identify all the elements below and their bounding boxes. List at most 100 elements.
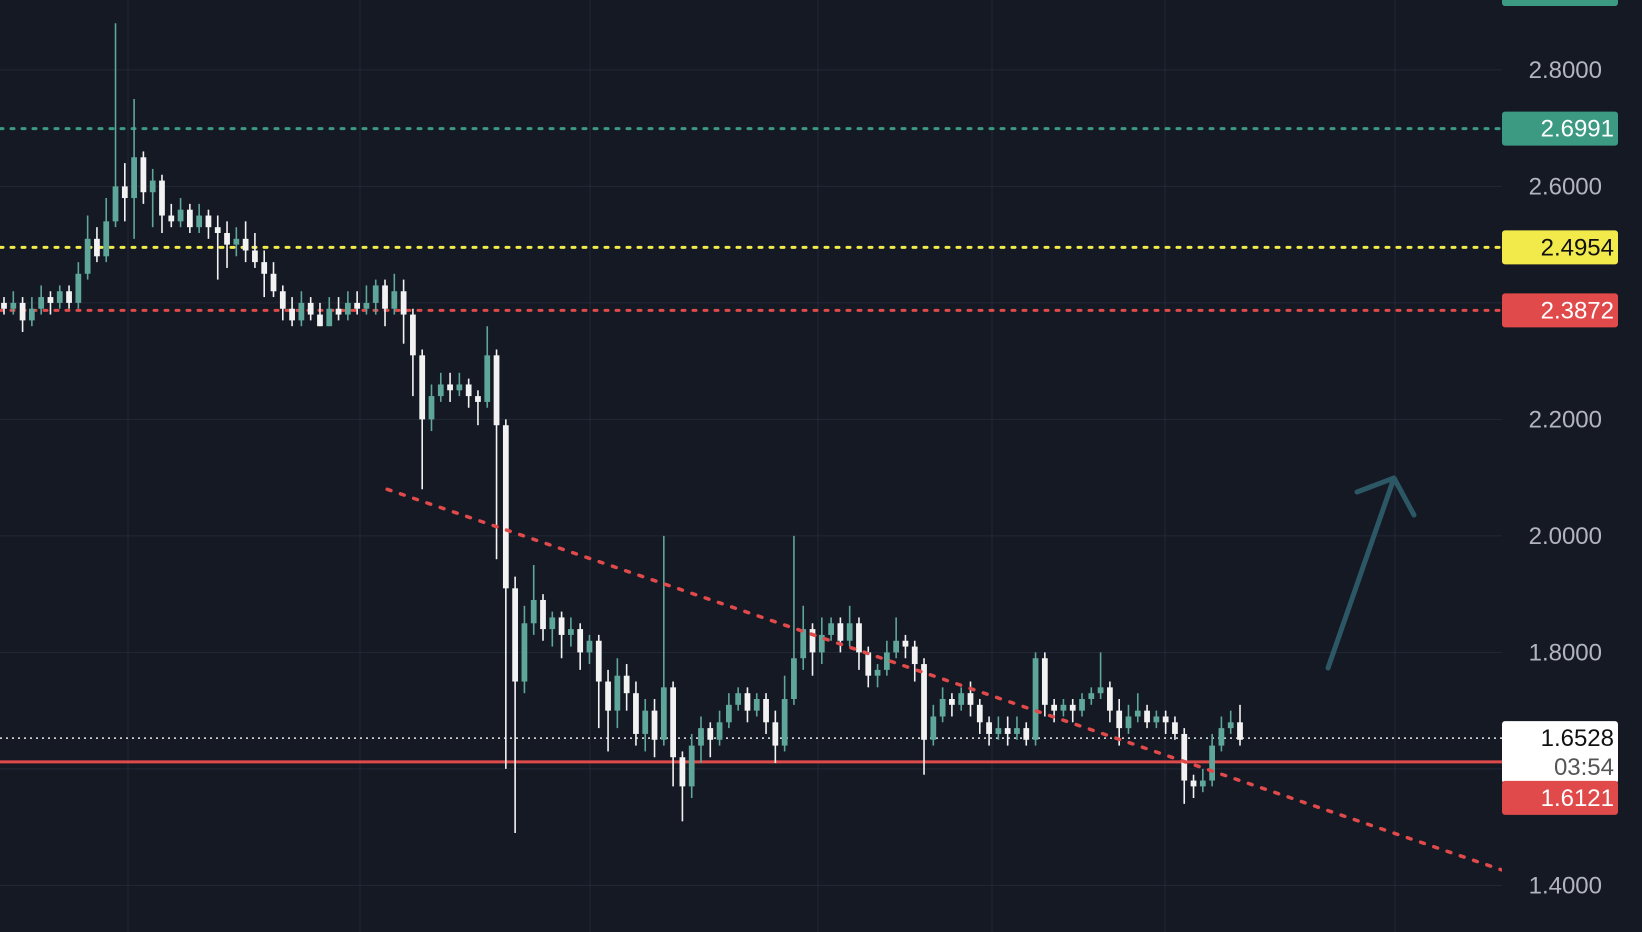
candle-body [242,238,249,251]
candle-body [1237,722,1243,740]
candle [976,699,983,734]
candle-body [902,640,909,647]
price-tag-1.6121-text: 1.6121 [1541,785,1614,812]
candle [1014,716,1020,740]
candle [242,221,249,263]
candle [1060,699,1067,717]
candle-body [47,297,54,303]
candle-body [577,629,584,653]
candle [949,693,955,717]
candle-body [1162,716,1169,723]
candle [1199,768,1206,793]
candle-body [837,623,844,641]
candle [1162,710,1169,734]
candle [1069,699,1076,723]
candle [986,716,992,746]
candle [289,297,295,327]
arrow-icon[interactable] [1325,475,1417,671]
candle-body [1209,745,1216,781]
candle-body [781,699,788,746]
candle [540,594,546,641]
last-price-tag-bg [1502,721,1618,784]
candle-body [651,710,658,740]
candle-body [791,658,797,699]
candle-body [84,238,91,274]
candle-body [224,233,230,245]
candle [595,634,602,729]
candle [1144,704,1150,729]
descending-trendline[interactable] [385,487,1504,872]
candle [679,751,686,822]
candle [131,99,137,239]
candle-body [967,693,974,705]
candle [837,617,844,653]
candle-body [1032,658,1039,740]
candle-body [1134,710,1141,717]
candle-body [846,623,853,641]
price-tag-2.3872-bg [1502,293,1618,328]
up-arrow-drawing[interactable] [1325,475,1417,671]
price-tag-2.3872-text: 2.3872 [1541,297,1614,324]
candle [159,174,165,233]
candle [252,233,258,268]
candle-body [326,308,333,327]
candle [735,687,742,711]
candle [939,687,946,723]
trendline-segment[interactable] [385,487,1504,872]
candle [651,699,658,758]
candle [279,285,286,321]
candle [400,279,407,344]
candlestick-series [1,23,1243,833]
candle-body [168,215,175,222]
candle [428,384,435,432]
candle-body [614,675,621,711]
price-tag-2.4954: 2.4954 [1502,230,1618,265]
candle [419,349,426,490]
candle [763,693,769,734]
candle [781,675,788,752]
candle-body [809,629,816,653]
candle-body [540,599,546,630]
price-axis[interactable]: 1.4000 1.8000 2.0000 2.2000 2.6000 2.8000 [1529,57,1602,900]
y-tick-label: 1.8000 [1529,639,1602,666]
candle [437,372,444,402]
candle [1125,704,1132,734]
candle [818,617,825,665]
candle-body [1069,704,1076,711]
candle-body [735,693,742,705]
candle-body [744,693,751,711]
candle-body [456,384,463,391]
candle [1218,716,1225,752]
candle-body [103,221,110,257]
candle [577,623,584,670]
candle-body [670,687,676,758]
candle [326,297,333,327]
price-tag-2.6991-text: 2.6991 [1541,116,1614,143]
candle-body [633,693,639,734]
candle [911,640,918,682]
candle-body [437,384,444,397]
candle [1088,687,1095,705]
candle [921,658,927,775]
candle-body [512,588,519,682]
candle-body [976,704,983,723]
candle-body [1060,704,1067,711]
candle-body [1218,728,1225,746]
candle-body [484,355,491,402]
candle-body [558,617,565,635]
candle-body [800,629,807,659]
candle [1181,728,1188,804]
candle [828,617,834,641]
horizontal-levels[interactable] [0,127,1504,764]
candle [549,611,556,647]
candle [502,419,509,769]
candle [521,605,528,694]
candle [568,617,574,647]
candle [410,308,416,397]
candle-body [1004,728,1011,734]
candle-body [75,273,82,303]
candle [484,326,491,408]
candle-body [94,238,100,257]
candle [874,664,881,688]
